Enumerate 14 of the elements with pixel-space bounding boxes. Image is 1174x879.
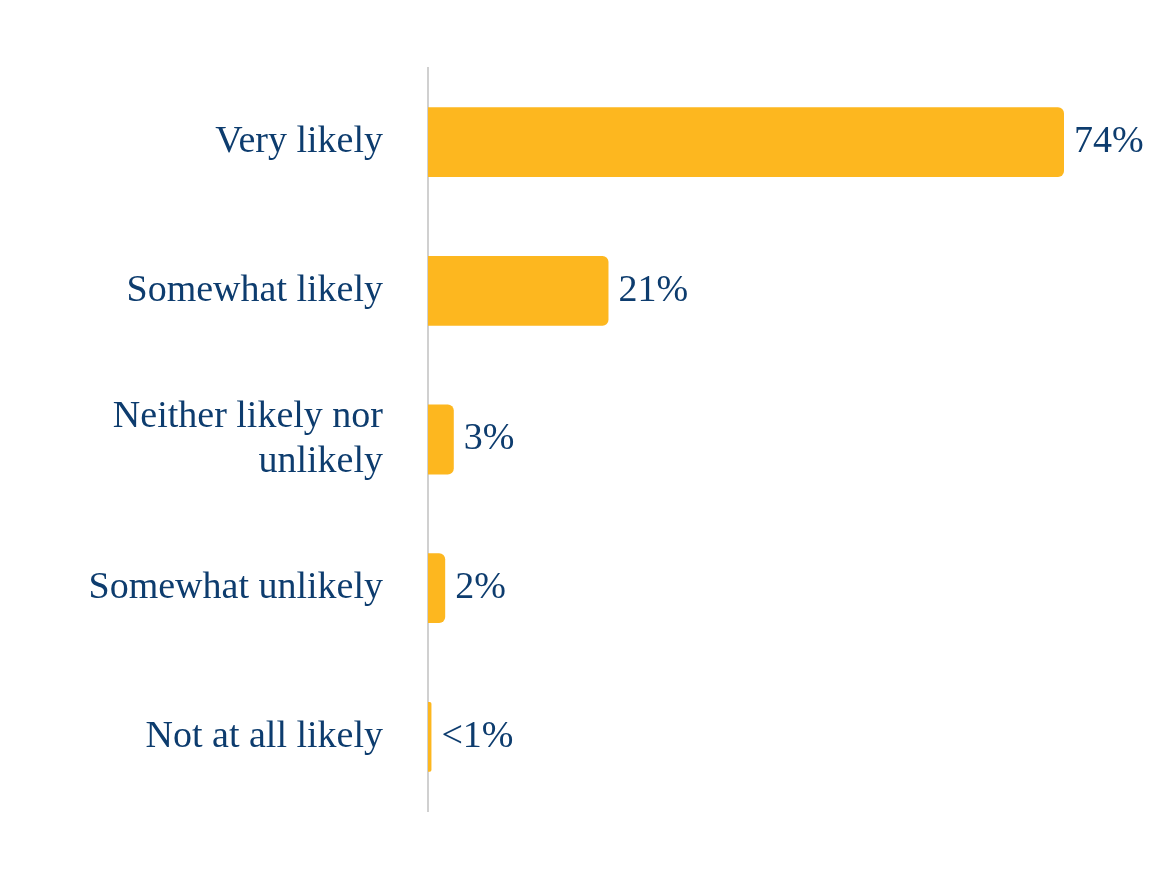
y-tick-label: Somewhat unlikely bbox=[88, 564, 383, 607]
data-label: 2% bbox=[455, 564, 506, 607]
y-tick-label: Very likely bbox=[215, 118, 383, 161]
data-label: 3% bbox=[463, 415, 515, 458]
data-label: 21% bbox=[618, 266, 689, 309]
data-label: <1% bbox=[441, 712, 514, 755]
bar bbox=[428, 255, 609, 326]
y-tick-label: Neither likely nor unlikely bbox=[112, 392, 384, 481]
bar bbox=[428, 553, 446, 624]
bar bbox=[428, 404, 454, 475]
data-label: 74% bbox=[1074, 118, 1144, 161]
y-tick-label: Not at all likely bbox=[145, 712, 383, 755]
bar bbox=[428, 107, 1064, 178]
y-tick-label: Somewhat likely bbox=[126, 266, 383, 309]
